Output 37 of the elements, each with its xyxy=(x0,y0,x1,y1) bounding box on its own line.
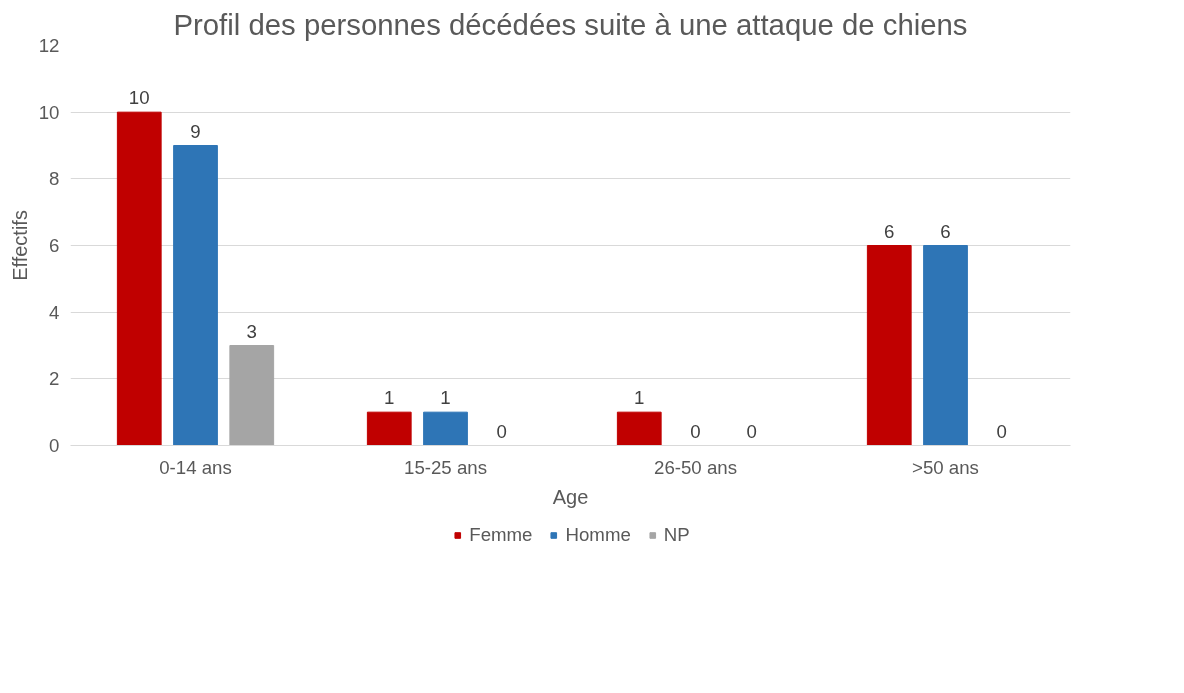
bar xyxy=(616,411,662,446)
data-label: 1 xyxy=(384,387,395,409)
y-tick-label: 8 xyxy=(49,168,60,190)
y-tick-label: 4 xyxy=(49,301,60,323)
data-label: 0 xyxy=(996,420,1007,442)
data-label: 0 xyxy=(746,420,757,442)
data-label: 1 xyxy=(440,387,451,409)
data-label: 3 xyxy=(246,320,257,342)
legend-label: NP xyxy=(663,524,690,546)
data-label: 6 xyxy=(884,220,895,242)
y-axis-title: Effectifs xyxy=(8,210,31,281)
bar xyxy=(116,111,162,446)
y-tick-label: 0 xyxy=(49,435,60,456)
chart-title: Profil des personnes décédées suite à une attaque de chiens xyxy=(173,7,968,41)
x-tick-label: 0-14 ans xyxy=(159,456,232,478)
data-label: 0 xyxy=(690,420,701,442)
data-label: 9 xyxy=(190,120,201,142)
bar xyxy=(173,145,218,446)
y-tick-label: 6 xyxy=(49,235,60,256)
data-label: 1 xyxy=(634,387,645,409)
bar xyxy=(866,245,912,446)
x-tick-label: 26-50 ans xyxy=(654,456,737,478)
legend-label: Homme xyxy=(565,524,631,546)
y-tick-label: 10 xyxy=(38,101,60,123)
bar xyxy=(423,411,468,446)
legend-label: Femme xyxy=(469,524,533,546)
bar xyxy=(923,245,968,446)
data-label: 6 xyxy=(940,220,951,242)
x-axis-title: Age xyxy=(552,485,589,508)
x-tick-label: 15-25 ans xyxy=(404,456,487,478)
y-tick-label: 12 xyxy=(38,35,60,56)
bar xyxy=(229,345,275,446)
data-label: 0 xyxy=(496,420,507,442)
data-label: 10 xyxy=(128,87,150,109)
y-tick-label: 2 xyxy=(49,368,60,390)
bar xyxy=(366,411,412,446)
x-tick-label: >50 ans xyxy=(912,456,979,478)
